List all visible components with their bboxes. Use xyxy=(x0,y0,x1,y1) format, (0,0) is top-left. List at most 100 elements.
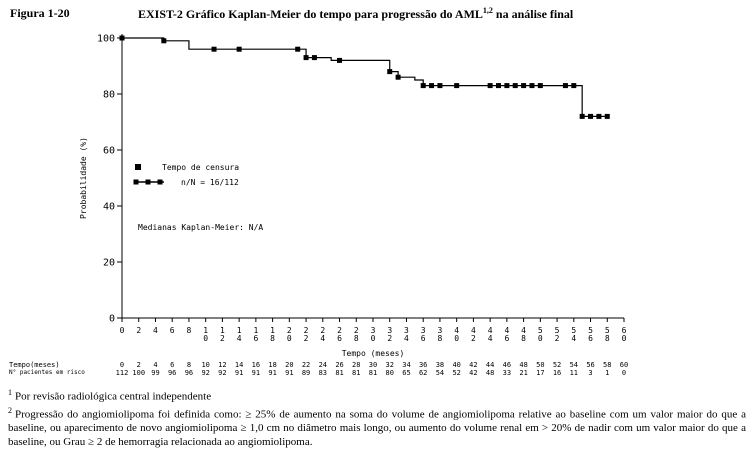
risk-table-time: 46 xyxy=(503,361,511,369)
risk-table-time: 4 xyxy=(153,361,157,369)
censor-mark xyxy=(311,55,317,61)
x-tick-label: 1 xyxy=(237,326,242,335)
risk-table-count: 33 xyxy=(503,369,511,377)
risk-table-count: 42 xyxy=(469,369,477,377)
survival-step-line xyxy=(122,37,608,117)
risk-table-time: 48 xyxy=(519,361,527,369)
x-tick-label: 6 xyxy=(170,326,175,335)
x-tick-label: 5 xyxy=(555,326,560,335)
censor-mark xyxy=(529,83,535,89)
x-tick-label: 4 xyxy=(404,334,409,343)
x-tick-label: 6 xyxy=(588,334,593,343)
risk-table-count: 89 xyxy=(302,369,310,377)
x-tick-label: 8 xyxy=(187,326,192,335)
risk-table-time: 18 xyxy=(268,361,276,369)
risk-table-count: 17 xyxy=(536,369,544,377)
risk-table-count: 11 xyxy=(570,369,578,377)
risk-table-count: 81 xyxy=(335,369,343,377)
y-tick-label: 20 xyxy=(103,258,115,269)
risk-table-count: 91 xyxy=(252,369,260,377)
y-tick-label: 80 xyxy=(103,90,115,101)
x-tick-label: 4 xyxy=(488,326,493,335)
risk-table-time: 54 xyxy=(570,361,578,369)
risk-table-time: 34 xyxy=(402,361,410,369)
risk-table-time: 40 xyxy=(452,361,460,369)
x-tick-label: 4 xyxy=(571,334,576,343)
x-tick-label: 8 xyxy=(354,334,359,343)
x-tick-label: 3 xyxy=(404,326,409,335)
x-tick-label: 4 xyxy=(153,326,158,335)
legend-events-symbol xyxy=(157,179,163,185)
x-tick-label: 2 xyxy=(304,334,309,343)
x-axis-label: Tempo (meses) xyxy=(342,349,405,358)
risk-table-count: 100 xyxy=(132,369,145,377)
footnote-1-mark: 1 xyxy=(8,388,12,397)
risk-table-time: 58 xyxy=(603,361,611,369)
risk-table-count: 16 xyxy=(553,369,561,377)
x-tick-label: 4 xyxy=(504,326,509,335)
footnote-2: 2 Progressão do angiomiolipoma foi defini… xyxy=(8,404,746,450)
risk-table-count: 92 xyxy=(218,369,226,377)
risk-table-count: 62 xyxy=(419,369,427,377)
x-tick-label: 2 xyxy=(320,326,325,335)
risk-table-count: 91 xyxy=(268,369,276,377)
censor-mark xyxy=(504,83,510,89)
risk-table-time: 38 xyxy=(436,361,444,369)
risk-table-time: 44 xyxy=(486,361,494,369)
footnote-2-mark: 2 xyxy=(8,405,12,415)
y-tick-label: 60 xyxy=(103,146,115,157)
risk-table-header-label: Tempo(meses) xyxy=(9,361,60,369)
x-tick-label: 2 xyxy=(555,334,560,343)
risk-table-time: 12 xyxy=(218,361,226,369)
risk-table-count: 91 xyxy=(235,369,243,377)
x-tick-label: 0 xyxy=(622,334,627,343)
risk-table-count: 91 xyxy=(285,369,293,377)
censor-mark xyxy=(119,35,125,41)
censor-mark xyxy=(437,83,443,89)
censor-mark xyxy=(571,83,577,89)
censor-mark xyxy=(236,46,242,52)
risk-table-count: 1 xyxy=(605,369,609,377)
x-tick-label: 3 xyxy=(421,326,426,335)
risk-table-count: 21 xyxy=(519,369,527,377)
risk-table-time: 24 xyxy=(319,361,327,369)
x-tick-label: 1 xyxy=(253,326,258,335)
x-tick-label: 4 xyxy=(320,334,325,343)
censor-mark xyxy=(303,55,309,61)
censor-mark xyxy=(588,113,594,119)
risk-table-time: 14 xyxy=(235,361,243,369)
figure-title-footnote-ref: 1,2 xyxy=(482,6,493,15)
x-tick-label: 6 xyxy=(504,334,509,343)
figure-label: Figura 1-20 xyxy=(10,6,70,20)
x-tick-label: 2 xyxy=(136,326,141,335)
censor-mark xyxy=(579,113,585,119)
legend-events-symbol xyxy=(145,179,151,185)
x-tick-label: 6 xyxy=(337,334,342,343)
censor-mark xyxy=(596,113,602,119)
risk-table-count: 54 xyxy=(436,369,444,377)
x-tick-label: 5 xyxy=(588,326,593,335)
risk-table-count: 0 xyxy=(622,369,626,377)
x-tick-label: 5 xyxy=(571,326,576,335)
x-tick-label: 4 xyxy=(454,326,459,335)
risk-table-time: 30 xyxy=(369,361,377,369)
censor-mark xyxy=(562,83,568,89)
x-tick-label: 2 xyxy=(304,326,309,335)
legend-events-symbol xyxy=(133,179,139,185)
x-tick-label: 4 xyxy=(237,334,242,343)
risk-table-time: 0 xyxy=(120,361,124,369)
x-tick-label: 3 xyxy=(387,326,392,335)
censor-mark xyxy=(211,46,217,52)
risk-table-time: 20 xyxy=(285,361,293,369)
risk-table-time: 10 xyxy=(201,361,209,369)
legend-censor-symbol xyxy=(135,164,141,170)
risk-table-time: 16 xyxy=(252,361,260,369)
risk-table-count: 48 xyxy=(486,369,494,377)
x-tick-label: 4 xyxy=(488,334,493,343)
censor-mark xyxy=(295,46,301,52)
x-tick-label: 4 xyxy=(521,326,526,335)
risk-table-row-label: N° pacientes em risco xyxy=(9,369,85,376)
x-tick-label: 0 xyxy=(371,334,376,343)
censor-mark xyxy=(512,83,518,89)
risk-table-count: 65 xyxy=(402,369,410,377)
